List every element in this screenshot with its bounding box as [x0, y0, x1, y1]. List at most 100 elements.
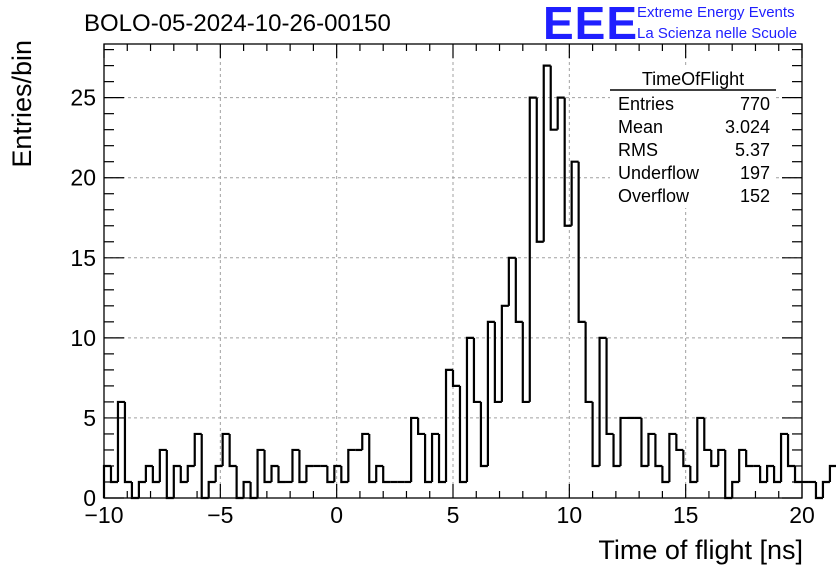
- histogram-bin: [326, 465, 335, 484]
- histogram-bin: [472, 337, 481, 404]
- stats-row-value: 5.37: [735, 140, 770, 160]
- stats-box: TimeOfFlight Entries 770 Mean 3.024 RMS 5.37 U…: [610, 68, 776, 208]
- histogram-bin: [814, 481, 823, 500]
- histogram-bin: [486, 320, 495, 466]
- histogram-bin: [179, 465, 188, 484]
- histogram-bin: [584, 321, 593, 404]
- histogram-bin: [368, 433, 377, 484]
- histogram-bin: [661, 465, 670, 484]
- histogram-bin: [437, 433, 447, 484]
- histogram-bin: [570, 160, 579, 226]
- histogram-bin: [772, 465, 782, 484]
- histogram-bin: [444, 368, 453, 482]
- histogram-bin: [793, 465, 802, 484]
- histogram-bin: [535, 97, 544, 243]
- histogram-title: BOLO-05-2024-10-26-00150: [84, 10, 391, 37]
- histogram-bin: [738, 448, 747, 482]
- histogram-bin: [423, 433, 433, 484]
- x-tick-label: 0: [330, 502, 343, 528]
- histogram-bin: [549, 65, 558, 131]
- x-tick-label: 15: [673, 502, 699, 528]
- ticks: [103, 44, 803, 499]
- histogram-bin: [619, 416, 628, 466]
- histogram-bin: [500, 304, 509, 402]
- histogram-bin: [779, 432, 789, 482]
- y-tick-label: 5: [83, 405, 96, 431]
- y-tick-label: 20: [70, 165, 96, 191]
- histogram-bin: [640, 417, 649, 468]
- histogram-bin: [521, 321, 530, 404]
- histogram-bin: [696, 416, 705, 482]
- stats-rows: Entries 770 Mean 3.024 RMS 5.37 Underflow 197 Ov…: [618, 94, 770, 206]
- y-tick-label: 0: [83, 485, 96, 511]
- histogram-bin: [612, 433, 621, 468]
- y-axis-label: Entries/bin: [7, 40, 37, 168]
- histogram-bin: [430, 432, 440, 482]
- histogram-bin: [682, 449, 691, 468]
- histogram-bin: [347, 448, 356, 482]
- histogram-bin: [228, 433, 237, 468]
- histogram-bin: [668, 432, 677, 482]
- histogram-bin: [361, 432, 370, 450]
- histogram-bin: [766, 464, 775, 482]
- stats-row-value: 152: [740, 186, 770, 206]
- histogram-bin: [123, 401, 132, 484]
- histogram-bin: [479, 401, 488, 468]
- histogram-bin: [375, 464, 384, 482]
- histogram-bin: [263, 449, 272, 484]
- histogram-bin: [821, 480, 830, 498]
- histogram-bin: [710, 449, 719, 468]
- histogram-bin: [333, 464, 342, 482]
- histogram-bin: [514, 257, 523, 323]
- histogram-bin: [158, 448, 167, 482]
- histogram-bin: [277, 465, 286, 484]
- histogram-bin: [340, 465, 349, 484]
- histogram-bin: [221, 432, 230, 466]
- histogram-bin: [591, 401, 600, 468]
- stats-row-label: Mean: [618, 117, 663, 137]
- histogram-bin: [647, 432, 656, 466]
- x-tick-label: 10: [557, 502, 583, 528]
- histogram-bin: [717, 448, 726, 466]
- x-tick-label: −10: [84, 502, 123, 528]
- y-tick-label: 15: [70, 245, 96, 271]
- stats-row-label: Entries: [618, 94, 674, 114]
- histogram-bin: [256, 448, 265, 498]
- stats-row-label: RMS: [618, 140, 658, 160]
- stats-row-label: Underflow: [618, 163, 700, 183]
- histogram-bin: [207, 480, 216, 498]
- histogram-bin: [703, 417, 712, 452]
- x-tick-label: 20: [789, 502, 815, 528]
- histogram-bin: [144, 464, 153, 482]
- stats-row-value: 770: [740, 94, 770, 114]
- stats-box-title: TimeOfFlight: [642, 69, 744, 89]
- tick-labels: −10 −5 0 5 10 15 20 0 5 10 15 20 25: [70, 85, 814, 528]
- eee-logo-line1: Extreme Energy Events: [637, 4, 795, 21]
- histogram-bin: [451, 369, 460, 388]
- x-tick-label: 5: [447, 502, 460, 528]
- eee-logo-line2: La Scienza nelle Scuole: [637, 25, 798, 42]
- stats-row-value: 3.024: [725, 117, 770, 137]
- histogram-bin: [417, 417, 426, 436]
- histogram-bin: [410, 416, 419, 482]
- histogram-bin: [116, 400, 125, 482]
- histogram-bin: [493, 321, 502, 404]
- histogram-bin: [172, 464, 181, 498]
- histogram-bin: [507, 256, 516, 306]
- histogram-bin: [382, 465, 391, 484]
- histogram-bin: [151, 465, 160, 484]
- histogram-bin: [465, 336, 474, 482]
- histogram-bin: [745, 449, 754, 468]
- eee-logo: EEE: [543, 0, 639, 49]
- grid: [104, 44, 802, 498]
- histogram-bin: [759, 465, 768, 484]
- histogram-bin: [214, 464, 223, 482]
- histogram-bin: [731, 480, 740, 498]
- histogram-bin: [598, 336, 607, 466]
- histogram-bin: [654, 433, 663, 468]
- histogram-bin: [605, 337, 614, 436]
- histogram-bin: [291, 448, 300, 482]
- y-tick-label: 10: [70, 325, 96, 351]
- histogram-bin: [458, 385, 467, 484]
